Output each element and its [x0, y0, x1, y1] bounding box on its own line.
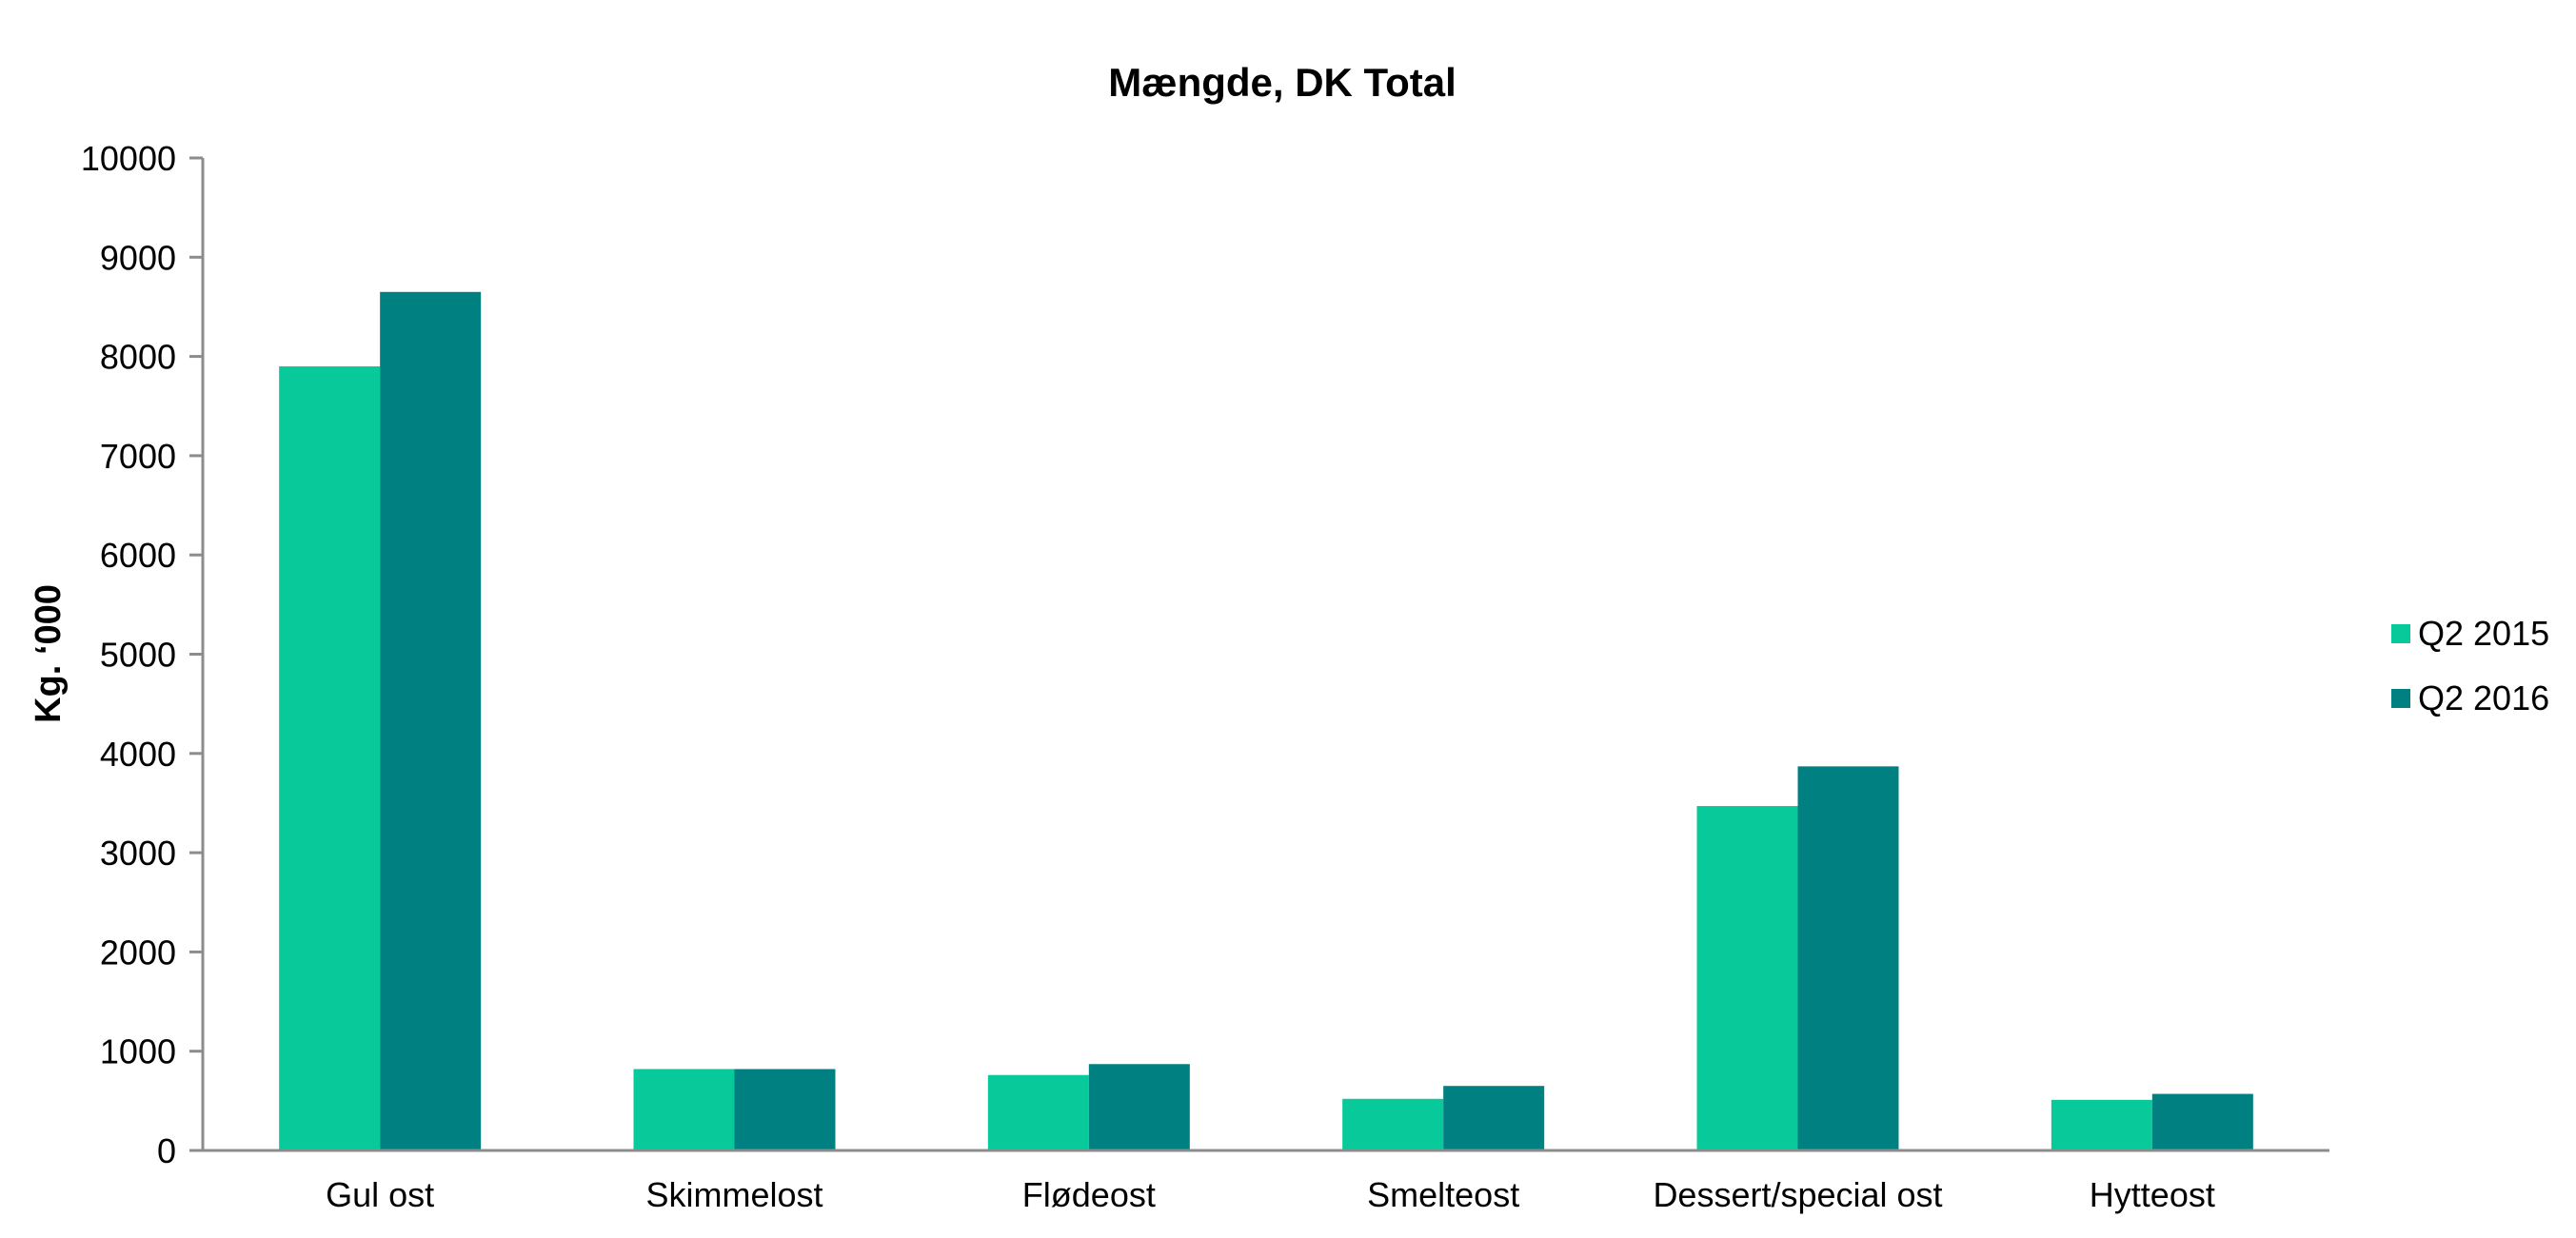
- x-tick-label: Dessert/special ost: [1653, 1175, 1942, 1214]
- chart-title: Mængde, DK Total: [1108, 60, 1456, 105]
- legend-label: Q2 2015: [2418, 614, 2549, 653]
- bar-q2-2016: [380, 291, 482, 1150]
- y-tick-label: 2000: [100, 933, 176, 972]
- legend-swatch: [2391, 624, 2410, 643]
- y-tick-label: 1000: [100, 1032, 176, 1071]
- bar-q2-2015: [987, 1074, 1089, 1150]
- plot-area: 0 1000 2000 3000 4000 5000 6000 7000 8000 9000 100…: [81, 139, 2253, 1214]
- bar-q2-2016: [734, 1069, 836, 1150]
- bar-q2-2015: [1696, 806, 1798, 1150]
- y-tick-label: 7000: [100, 437, 176, 476]
- bar-q2-2016: [1797, 766, 1899, 1150]
- y-axis-label: Kg. ‘000: [29, 584, 69, 723]
- y-tick-label: 10000: [81, 139, 176, 178]
- y-tick-label: 4000: [100, 735, 176, 774]
- x-tick-label: Gul ost: [326, 1175, 434, 1214]
- y-tick-label: 6000: [100, 536, 176, 575]
- y-tick-label: 5000: [100, 636, 176, 675]
- bar-q2-2016: [1088, 1064, 1190, 1150]
- legend-swatch: [2391, 689, 2410, 708]
- bar-q2-2015: [279, 366, 381, 1150]
- x-tick-label: Smelteost: [1367, 1175, 1519, 1214]
- x-tick-label: Flødeost: [1022, 1175, 1156, 1214]
- y-tick-label: 3000: [100, 834, 176, 873]
- y-tick-label: 9000: [100, 238, 176, 277]
- bar-q2-2015: [1342, 1098, 1444, 1150]
- x-tick-label: Hytteost: [2090, 1175, 2215, 1214]
- bar-q2-2016: [2151, 1093, 2253, 1150]
- legend-label: Q2 2016: [2418, 678, 2549, 717]
- y-tick-label: 8000: [100, 338, 176, 377]
- bar-q2-2015: [633, 1069, 735, 1150]
- y-tick-label: 0: [157, 1131, 176, 1170]
- bar-q2-2015: [2051, 1099, 2152, 1150]
- x-tick-label: Skimmelost: [645, 1175, 822, 1214]
- legend: Q2 2015 Q2 2016: [2391, 614, 2549, 717]
- bar-q2-2016: [1443, 1086, 1545, 1150]
